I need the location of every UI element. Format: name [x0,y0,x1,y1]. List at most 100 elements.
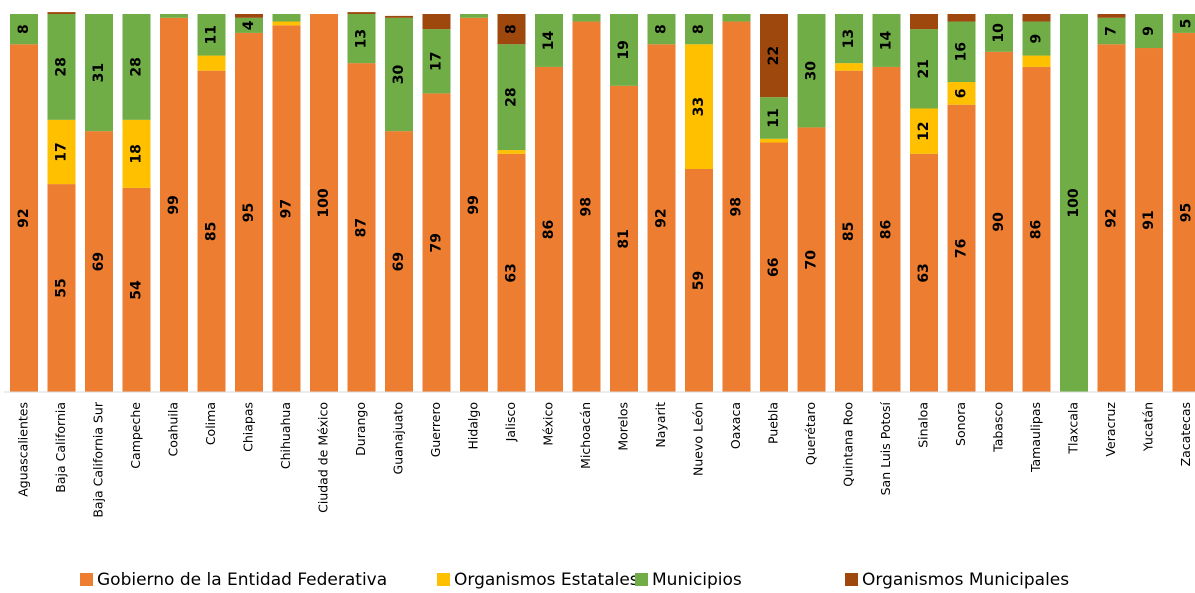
x-tick-label: Sonora [953,402,968,446]
data-label: 85 [841,222,857,241]
x-tick-label: Aguascalientes [16,402,31,497]
bar-segment [985,51,1013,393]
data-label: 100 [1066,188,1082,217]
data-label: 98 [729,197,745,216]
data-label: 4 [241,20,257,30]
bar-segment [160,17,188,393]
bar-segment [1135,14,1163,49]
bar-segment [947,14,976,22]
bar-segment [235,32,263,393]
data-label: 28 [129,57,145,76]
data-label: 69 [391,252,407,271]
data-label: 21 [916,59,932,78]
bar-segment [422,93,451,392]
bar-segment [47,14,76,120]
data-label: 33 [691,97,707,116]
data-label: 12 [916,121,932,140]
data-label: 99 [166,195,182,214]
bar-segment [985,14,1013,52]
data-label: 59 [691,271,707,290]
bar-segment [685,14,713,45]
data-label: 17 [54,142,70,161]
bar-segment [760,138,788,143]
data-label: 22 [766,46,782,65]
bar-segment [1097,14,1126,18]
data-label: 18 [129,144,145,163]
bar-segment [197,70,226,392]
bar-segment [797,127,826,393]
x-tick-label: Yucatán [1141,402,1156,452]
x-tick-label: Tlaxcala [1066,402,1081,455]
bar-segment [460,17,488,393]
data-label: 17 [429,52,445,71]
bar-segment [535,66,563,393]
bar-segment [385,17,413,132]
bar-segment [947,104,976,392]
data-label: 9 [1029,34,1045,44]
data-label: 86 [541,220,557,239]
x-tick-label: Baja California Sur [91,401,106,518]
bar-segment [722,14,751,22]
data-label: 69 [91,252,107,271]
x-tick-label: Chihuahua [278,402,293,469]
bar-segment [760,97,788,139]
x-tick-label: Baja California [53,402,68,493]
bar-segment [1135,48,1163,393]
bar-segment [610,85,638,392]
bar-segment [235,14,263,18]
bar-segment [422,29,451,94]
bar-segment [760,142,788,392]
data-label: 14 [879,30,895,50]
bar-segment [160,14,188,18]
x-tick-label: Tamaulipas [1028,402,1043,473]
bar-segment [1097,17,1126,45]
bar-segment [422,14,451,30]
bar-segment [272,21,301,26]
x-tick-label: Veracruz [1103,402,1118,457]
data-label: 13 [354,29,370,48]
data-label: 95 [241,203,257,222]
bar-segment [647,14,676,45]
bar-segment [197,55,226,71]
bar-segment [1172,14,1195,33]
data-label: 81 [616,229,632,248]
data-label: 86 [1029,220,1045,239]
bar-segment [610,14,638,86]
bar-segment [122,187,151,392]
bar-segment [85,14,113,132]
data-label: 14 [541,30,557,50]
data-label: 100 [316,188,332,217]
bar-segment [197,14,226,56]
bar-segment [10,14,38,45]
bar-segment [497,150,526,154]
bar-segment [1172,32,1195,393]
bar-segment [760,14,788,98]
bar-segment [347,63,376,392]
bar-segment [497,14,526,45]
bar-segment [347,14,376,64]
x-tick-label: Puebla [766,402,781,444]
data-label: 76 [954,239,970,258]
data-label: 28 [54,57,70,76]
data-label: 91 [1141,210,1157,229]
x-tick-label: Tabasco [991,402,1006,453]
bar-segment [835,14,863,64]
data-label: 70 [804,250,820,270]
bar-segment [947,21,976,83]
data-label: 86 [879,220,895,239]
data-label: 92 [654,208,670,227]
data-label: 13 [841,29,857,48]
bar-segment [310,14,338,392]
bar-segment [1022,66,1051,393]
bar-segment [872,66,901,393]
x-tick-label: Zacatecas [1178,402,1193,466]
x-tick-label: Jalisco [503,402,518,442]
bar-segment [1060,14,1088,392]
data-label: 10 [991,23,1007,43]
bar-segment [347,12,376,14]
bar-segment [497,44,526,151]
bar-segment [1022,21,1051,56]
data-label: 85 [204,222,220,241]
x-tick-label: Chiapas [241,402,256,452]
x-tick-label: Campeche [128,402,143,469]
